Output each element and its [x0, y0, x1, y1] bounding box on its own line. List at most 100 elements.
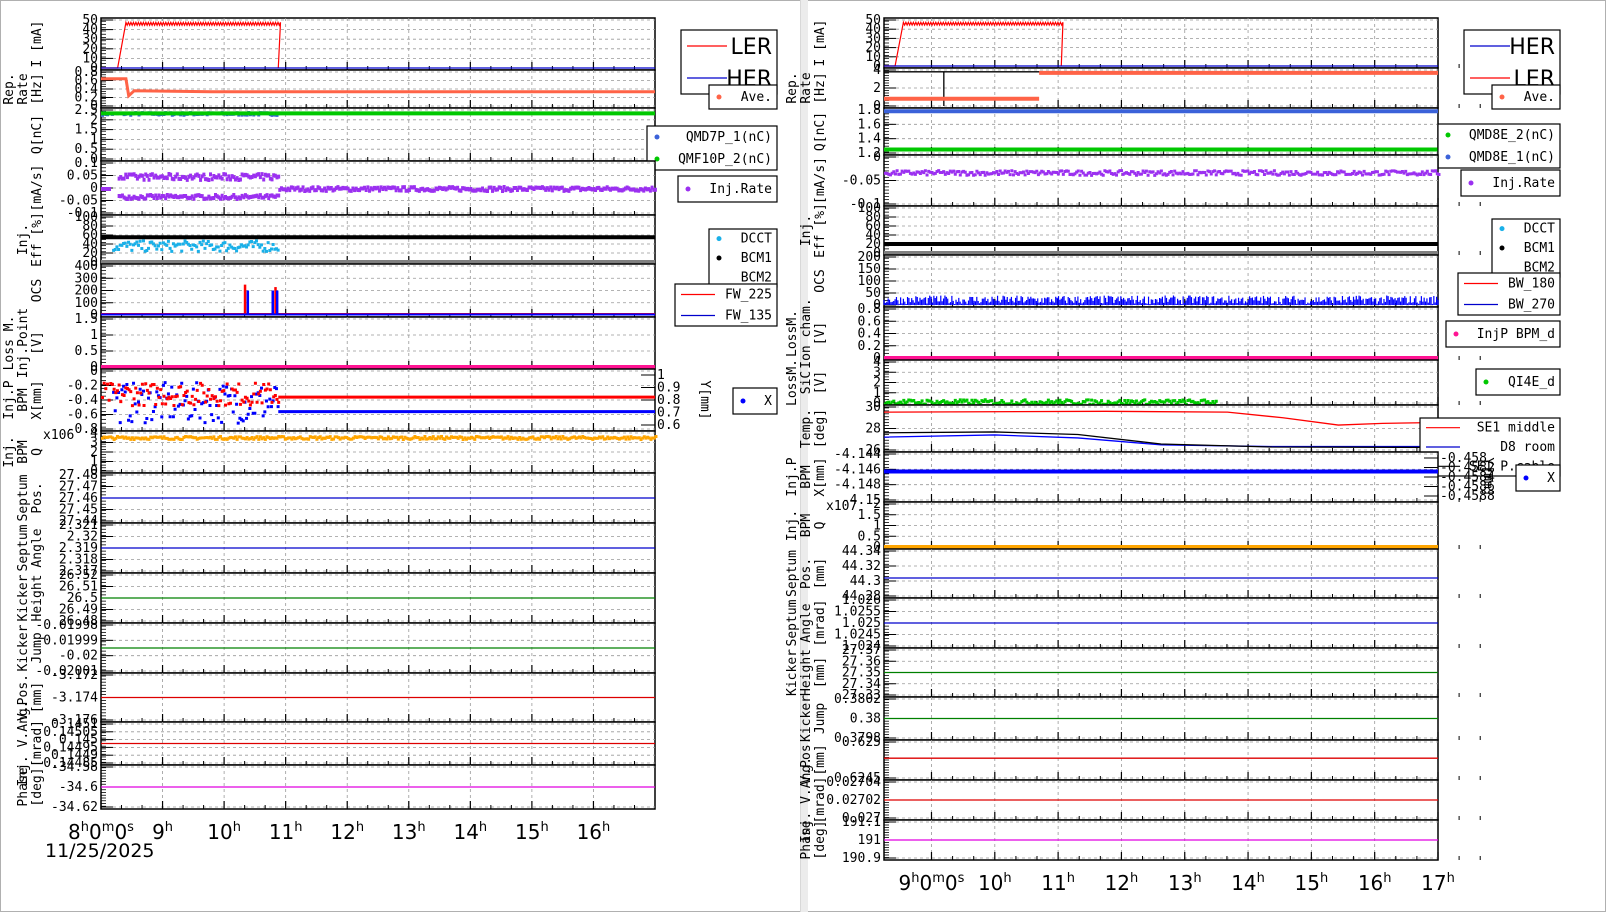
y-tick-label: -0.4	[67, 393, 98, 408]
y-tick-label: 50	[82, 13, 98, 28]
subplot-charge: 2.521.510.50 Q[nC]	[30, 103, 656, 167]
panel-splitter[interactable]	[800, 0, 808, 912]
y-tick-label: 27.47	[59, 480, 98, 495]
x-tick-label: 8h​0m​0s​	[68, 820, 134, 844]
y-tick-label: 0	[90, 181, 98, 196]
y-tick-label: 400	[75, 259, 98, 274]
y-axis-label: Septum	[16, 524, 31, 571]
y-tick-label: -0.1	[67, 206, 98, 221]
subplot-inj_rate: 0.10.050-0.05-0.1 [mA/s]	[30, 156, 657, 221]
y-axis-label: Q	[30, 448, 45, 456]
y-tick-label: 0	[90, 255, 98, 270]
y-tick-label: 0.2	[75, 91, 98, 106]
right-y-axis-label: Y[mm]	[697, 380, 712, 419]
data-points	[101, 381, 281, 408]
y-tick-label: -0.05	[59, 194, 98, 209]
y-tick-label: 100	[75, 296, 98, 311]
y-tick-label: -0.02	[59, 649, 98, 664]
y-axis-label: X[mm]	[30, 380, 45, 419]
y-axis-label: [deg]	[30, 767, 45, 806]
y-tick-label: -3.176	[51, 713, 98, 728]
legend-inj_rate[interactable]: Inj.Rate	[677, 175, 778, 203]
data-line	[101, 77, 655, 99]
legend-box	[677, 175, 778, 203]
subplot-bpm_x: 0-0.2-0.4-0.6-0.8 Inj.P BPM X[mm] 10.90.80.7…	[2, 364, 712, 437]
y-tick-label: 27.45	[59, 503, 98, 518]
y-tick-label: 4	[90, 426, 98, 441]
legend-dot-swatch	[685, 186, 691, 192]
y-axis-label: Kicker	[16, 574, 31, 621]
y-tick-label: 26.48	[59, 614, 98, 629]
y-tick-label: 1.5	[75, 123, 98, 138]
y-tick-label: 27.48	[59, 468, 98, 483]
legend-charge[interactable]: QMD7P_1(nC) QMF10P_2(nC)	[646, 125, 778, 171]
legend-label: FW_135	[725, 309, 772, 324]
y-tick-label: 2.317	[59, 564, 98, 579]
y-axis-label: BPM	[16, 440, 31, 464]
series-inj-rate	[101, 172, 657, 201]
y-axis-label: Loss M.	[2, 316, 17, 371]
y-tick-label: 1.5	[75, 312, 98, 327]
legend-box	[646, 125, 778, 171]
date-label: 11/25/2025	[45, 840, 155, 862]
y-tick-label: 2.321	[59, 518, 98, 533]
y-tick-label: -0.6	[67, 408, 98, 423]
legend-inj_eff[interactable]: DCCT BCM1 BCM2	[708, 228, 778, 288]
legend-label: Inj.Rate	[709, 182, 772, 197]
y-tick-label: 26.51	[59, 580, 98, 595]
data-points	[101, 434, 658, 441]
subplot-kicker_j: -0.01998-0.01999-0.02-0.02001 Kicker Jump	[16, 618, 656, 679]
y-axis-label: Pos.	[30, 482, 45, 513]
y-tick-label: 1	[90, 455, 98, 470]
right-y-tick-label: 0.9	[657, 381, 680, 396]
y-axis-label: Rep.	[2, 73, 17, 104]
y-tick-label: 30	[82, 32, 98, 47]
y-tick-label: -0.8	[67, 422, 98, 437]
legend-bpm_x[interactable]: X	[732, 387, 778, 415]
y-axis-label: Height	[30, 575, 45, 622]
legend-ocs[interactable]: FW_225 FW_135	[674, 283, 778, 327]
y-tick-label: 0	[90, 360, 98, 375]
x-tick-label: 16h​	[577, 820, 611, 844]
x-axis: 8h​0m​0s​ 9h​ 10h​ 11h​ 12h​ 13h​ 14h​ 15h​ 16h​…	[45, 820, 610, 862]
y-tick-label: 60	[82, 228, 98, 243]
y-axis-label: Inj.	[16, 224, 31, 255]
x-tick-label: 15h​	[515, 820, 549, 844]
legend-box	[680, 29, 778, 95]
y-axis-label: Inj. V.Ang.	[16, 700, 31, 786]
y-tick-label: 26.52	[59, 568, 98, 583]
y-tick-label: 40	[82, 237, 98, 252]
legend-dot-swatch	[740, 398, 746, 404]
y-tick-label: 1	[90, 132, 98, 147]
data-line	[101, 20, 282, 69]
y-tick-label: -34.6	[59, 780, 98, 795]
y-axis-label: [mrad]	[30, 720, 45, 767]
legend-box	[674, 283, 778, 327]
y-tick-label: 0.14485	[43, 756, 98, 771]
right-y-tick-label: 1	[657, 368, 665, 383]
y-tick-label: -3.174	[51, 691, 98, 706]
y-tick-label: 0.14505	[43, 725, 98, 740]
y-tick-label: 0.05	[67, 169, 98, 184]
legend-label: QMF10P_2(nC)	[678, 152, 772, 167]
y-axis-label: Septum	[16, 474, 31, 521]
y-tick-label: 1	[90, 328, 98, 343]
x-tick-label: 14h​	[453, 820, 487, 844]
y-tick-label: 2.319	[59, 541, 98, 556]
y-axis-label: Kicker	[16, 624, 31, 671]
y-tick-label: 26.49	[59, 603, 98, 618]
series-y	[101, 381, 655, 408]
x-tick-label: 13h​	[392, 820, 426, 844]
legend-rep_rate[interactable]: Ave.	[708, 84, 778, 110]
subplot-phase: -34.58 -34.6 -34.62 Phase [deg]	[16, 760, 656, 815]
y-exponent-label: x106	[43, 428, 74, 443]
series-ave-	[101, 77, 655, 99]
subplot-rep_rate: 0.80.60.40.20 Rep. Rate [Hz]	[2, 65, 656, 114]
y-tick-label: 0.145	[59, 733, 98, 748]
